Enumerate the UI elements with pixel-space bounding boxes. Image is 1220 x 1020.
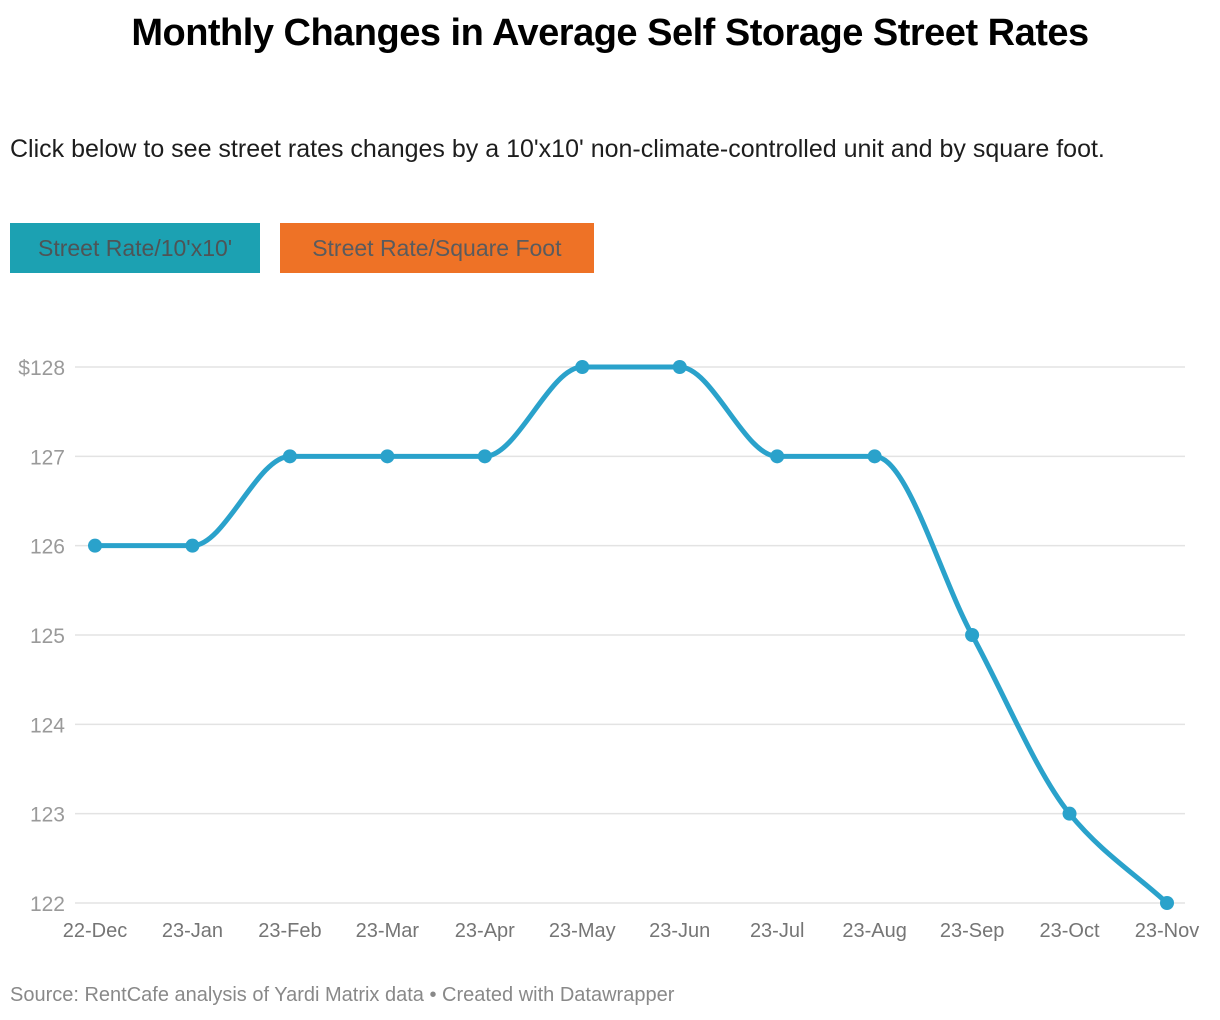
x-tick-label: 22-Dec (63, 920, 127, 942)
chart-subtitle: Click below to see street rates changes … (10, 135, 1105, 163)
data-point[interactable] (965, 627, 980, 642)
page-title: Monthly Changes in Average Self Storage … (131, 12, 1089, 54)
data-point[interactable] (672, 360, 687, 374)
y-tick-label: 124 (30, 714, 65, 737)
line-chart-svg: $128 127 126 125 124 123 122 22-Dec 23-Jan 23-Feb… (18, 357, 1199, 942)
y-tick-label: 123 (30, 804, 65, 827)
x-tick-label: 23-Feb (258, 920, 321, 942)
x-tick-label: 23-Sep (940, 920, 1005, 942)
data-point[interactable] (88, 538, 102, 553)
y-tick-label: 122 (30, 893, 65, 916)
data-point[interactable] (282, 449, 297, 464)
x-tick-label: 23-Nov (1135, 920, 1199, 942)
y-tick-label: 125 (30, 625, 65, 648)
data-point[interactable] (770, 449, 785, 464)
y-tick-label: $128 (18, 357, 65, 380)
source-attribution: Source: RentCafe analysis of Yardi Matri… (10, 984, 675, 1006)
x-tick-label: 23-Aug (842, 920, 907, 942)
data-point[interactable] (380, 449, 395, 464)
x-tick-label: 23-May (549, 920, 616, 942)
x-tick-label: 23-Jan (162, 920, 223, 942)
data-point[interactable] (575, 360, 590, 374)
x-tick-label: 23-Apr (455, 920, 515, 942)
rate-view-tabs: Street Rate/10'x10' Street Rate/Square F… (10, 223, 594, 273)
data-point[interactable] (867, 449, 882, 464)
y-tick-label: 126 (30, 536, 65, 559)
data-point[interactable] (477, 449, 492, 464)
tab-street-rate-10x10[interactable]: Street Rate/10'x10' (10, 223, 261, 273)
x-tick-label: 23-Jun (649, 920, 710, 942)
y-tick-label: 127 (30, 446, 65, 469)
tab-street-rate-square-foot[interactable]: Street Rate/Square Foot (280, 223, 594, 273)
x-tick-label: 23-Mar (356, 920, 420, 942)
line-chart: $128 127 126 125 124 123 122 22-Dec 23-Jan 23-Feb… (0, 330, 1220, 955)
x-tick-label: 23-Oct (1040, 920, 1100, 942)
data-point[interactable] (1159, 895, 1174, 910)
data-point[interactable] (185, 538, 200, 553)
x-tick-label: 23-Jul (750, 920, 804, 942)
data-point[interactable] (1062, 806, 1077, 821)
